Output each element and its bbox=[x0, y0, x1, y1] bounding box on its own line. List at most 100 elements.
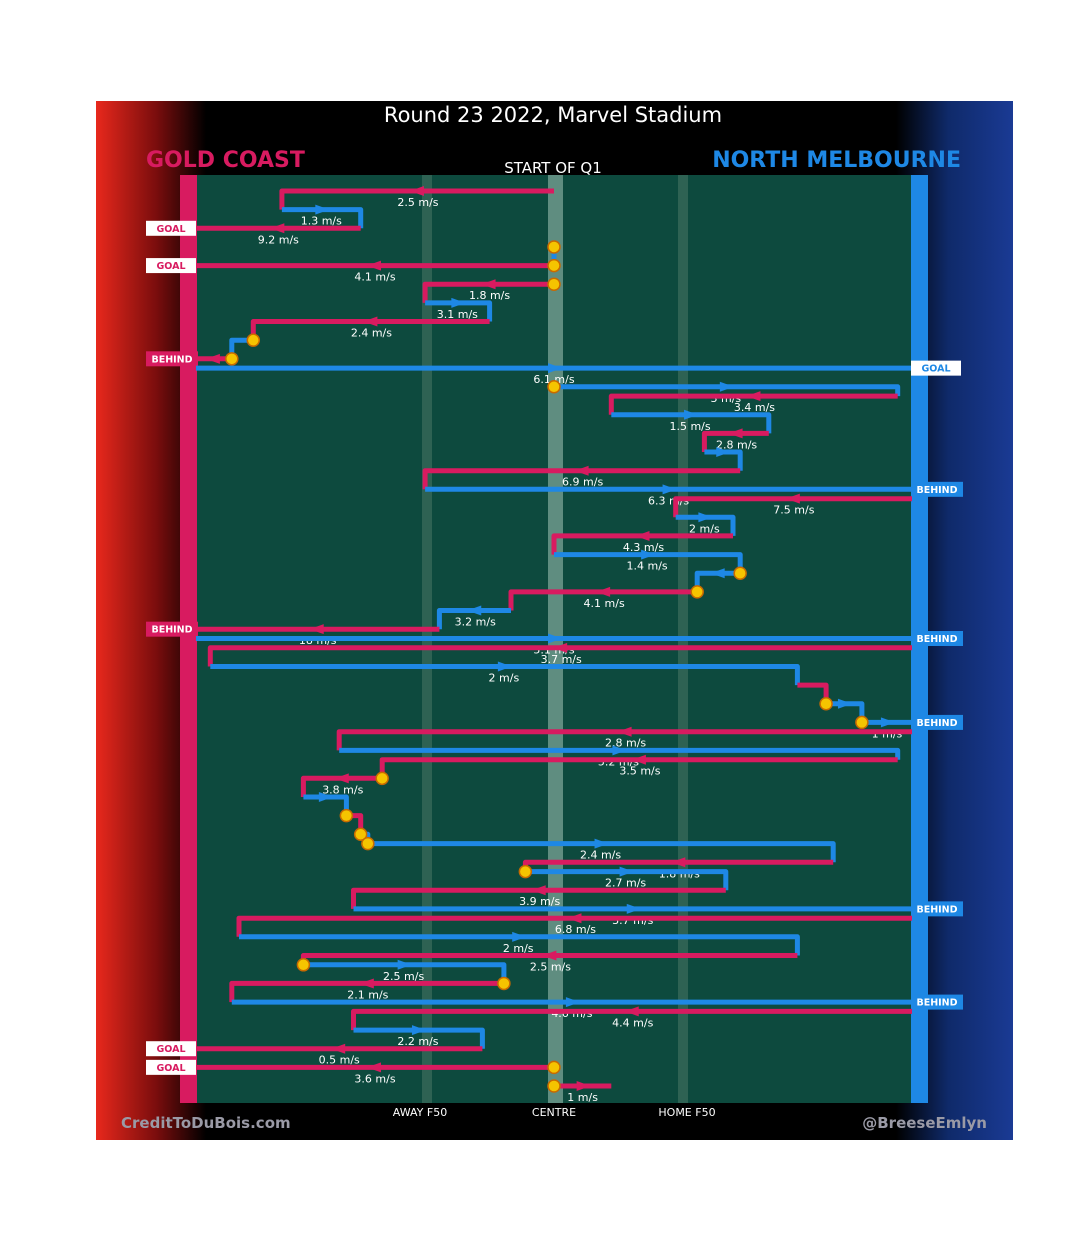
chains-layer: 2.5 m/s 1.3 m/s9.2 m/s GOAL 4.1 m/s GOAL 1.8 … bbox=[146, 186, 963, 1104]
chain-arrow-29 bbox=[497, 661, 512, 672]
chain-line-46 bbox=[239, 934, 800, 956]
outcome-tag-bg-3 bbox=[146, 220, 196, 236]
chain-arrow-24 bbox=[596, 586, 611, 597]
right-team-name: NORTH MELBOURNE bbox=[712, 148, 961, 173]
turnover-marker-38 bbox=[339, 808, 354, 823]
turnover-marker-42 bbox=[518, 864, 533, 879]
turnover-marker-36 bbox=[375, 771, 389, 786]
chain-arrow-35 bbox=[631, 754, 646, 765]
outcome-tag-32: BEHIND bbox=[916, 718, 957, 729]
chain-line-40 bbox=[367, 841, 836, 863]
chain-line-51 bbox=[351, 1008, 912, 1031]
centre-label: CENTRE bbox=[532, 1106, 576, 1119]
chain-line-17 bbox=[422, 468, 741, 490]
chain-arrow-47 bbox=[542, 950, 557, 961]
speed-label-28: 3.7 m/s bbox=[541, 653, 582, 666]
chain-line-7 bbox=[425, 300, 493, 322]
speed-label-52: 2.2 m/s bbox=[397, 1035, 438, 1048]
speed-label-49: 2.1 m/s bbox=[347, 988, 388, 1001]
outcome-tag-bg-11 bbox=[911, 360, 961, 376]
outcome-tag-3: GOAL bbox=[156, 224, 185, 235]
turnover-marker-10 bbox=[225, 352, 239, 366]
speed-label-51: 4.4 m/s bbox=[612, 1016, 653, 1029]
credit-right: @BreeseEmlyn bbox=[862, 1114, 987, 1132]
outcome-tag-44: BEHIND bbox=[916, 904, 957, 915]
turnover-marker-12 bbox=[547, 380, 561, 394]
outcome-tag-10: BEHIND bbox=[151, 354, 192, 365]
chain-arrow-15 bbox=[728, 428, 743, 439]
chain-line-43 bbox=[351, 887, 726, 909]
outcome-tag-5: GOAL bbox=[156, 261, 185, 272]
chain-line-34 bbox=[339, 747, 901, 760]
chain-arrow-19 bbox=[785, 493, 800, 504]
chain-arrow-28 bbox=[553, 642, 568, 653]
chain-line-6 bbox=[422, 281, 554, 303]
speed-label-19: 7.5 m/s bbox=[773, 504, 814, 517]
credit-left: CreditToDuBois.com bbox=[121, 1114, 291, 1132]
away-f50-label: AWAY F50 bbox=[393, 1106, 447, 1119]
chain-arrow-18 bbox=[662, 484, 677, 495]
chain-arrow-42 bbox=[619, 866, 634, 877]
chain-arrow-53 bbox=[331, 1043, 346, 1054]
chain-arrow-52 bbox=[411, 1025, 426, 1036]
chain-arrow-11 bbox=[548, 363, 562, 374]
left-goal-post bbox=[180, 175, 197, 1103]
speed-label-46: 2 m/s bbox=[503, 942, 534, 955]
chain-arrow-5 bbox=[367, 260, 381, 271]
speed-label-22: 1.4 m/s bbox=[627, 560, 668, 573]
chain-arrow-13 bbox=[746, 391, 761, 402]
turnover-marker-9 bbox=[246, 333, 261, 347]
chain-line-24 bbox=[508, 589, 698, 611]
chain-arrow-46 bbox=[512, 931, 527, 942]
chain-line-12 bbox=[554, 384, 901, 397]
speed-label-40: 2.4 m/s bbox=[580, 849, 621, 862]
outcome-tag-11: GOAL bbox=[921, 364, 950, 375]
speed-label-54: 3.6 m/s bbox=[354, 1072, 395, 1085]
speed-label-21: 4.3 m/s bbox=[623, 541, 664, 554]
chain-line-33 bbox=[336, 729, 912, 751]
chain-line-20 bbox=[675, 514, 736, 536]
speed-label-3: 9.2 m/s bbox=[258, 233, 299, 246]
speed-label-55: 1 m/s bbox=[567, 1091, 598, 1104]
chain-chart: Round 23 2022, Marvel Stadium GOLD COAST… bbox=[96, 101, 1013, 1140]
turnover-marker-6 bbox=[547, 277, 561, 291]
outcome-tag-54: GOAL bbox=[156, 1063, 185, 1074]
speed-label-13: 3.4 m/s bbox=[734, 401, 775, 414]
outcome-tag-bg-5 bbox=[146, 258, 196, 274]
outcome-tag-bg-27 bbox=[911, 631, 963, 646]
outcome-tag-26: BEHIND bbox=[151, 625, 192, 636]
chain-arrow-1 bbox=[409, 186, 424, 196]
chain-line-1 bbox=[279, 188, 554, 210]
chain-line-13 bbox=[608, 393, 898, 415]
left-team-name: GOLD COAST bbox=[146, 148, 305, 173]
chain-arrow-27 bbox=[548, 633, 562, 644]
outcome-tag-bg-32 bbox=[911, 714, 963, 730]
chain-arrow-8 bbox=[363, 316, 378, 327]
speed-label-7: 3.1 m/s bbox=[437, 308, 478, 321]
chain-line-49 bbox=[229, 980, 504, 1003]
outcome-tag-53: GOAL bbox=[156, 1044, 185, 1055]
chain-line-19 bbox=[673, 496, 912, 518]
chain-line-29 bbox=[210, 664, 800, 686]
speed-label-20: 2 m/s bbox=[689, 522, 720, 535]
turnover-marker-24 bbox=[690, 585, 704, 599]
chain-arrow-26 bbox=[309, 624, 324, 635]
chain-arrow-16 bbox=[716, 447, 731, 458]
chain-arrow-10 bbox=[205, 353, 220, 364]
turnover-marker-23 bbox=[733, 566, 747, 580]
speed-label-11: 6.1 m/s bbox=[533, 373, 574, 386]
chain-arrow-31 bbox=[837, 698, 852, 709]
chain-arrow-23 bbox=[710, 568, 725, 579]
chain-line-45 bbox=[236, 915, 912, 937]
speed-label-5: 4.1 m/s bbox=[354, 271, 395, 284]
turnover-marker-5 bbox=[547, 258, 561, 273]
chain-arrow-55 bbox=[576, 1081, 591, 1091]
chain-line-36 bbox=[300, 775, 383, 797]
chain-arrow-20 bbox=[698, 512, 713, 523]
turnover-marker-31 bbox=[819, 697, 833, 711]
chain-line-14 bbox=[611, 412, 772, 434]
chain-line-2 bbox=[281, 207, 364, 229]
chain-arrow-37 bbox=[318, 791, 333, 802]
speed-label-14: 1.5 m/s bbox=[669, 420, 710, 433]
chain-line-28 bbox=[207, 645, 912, 667]
